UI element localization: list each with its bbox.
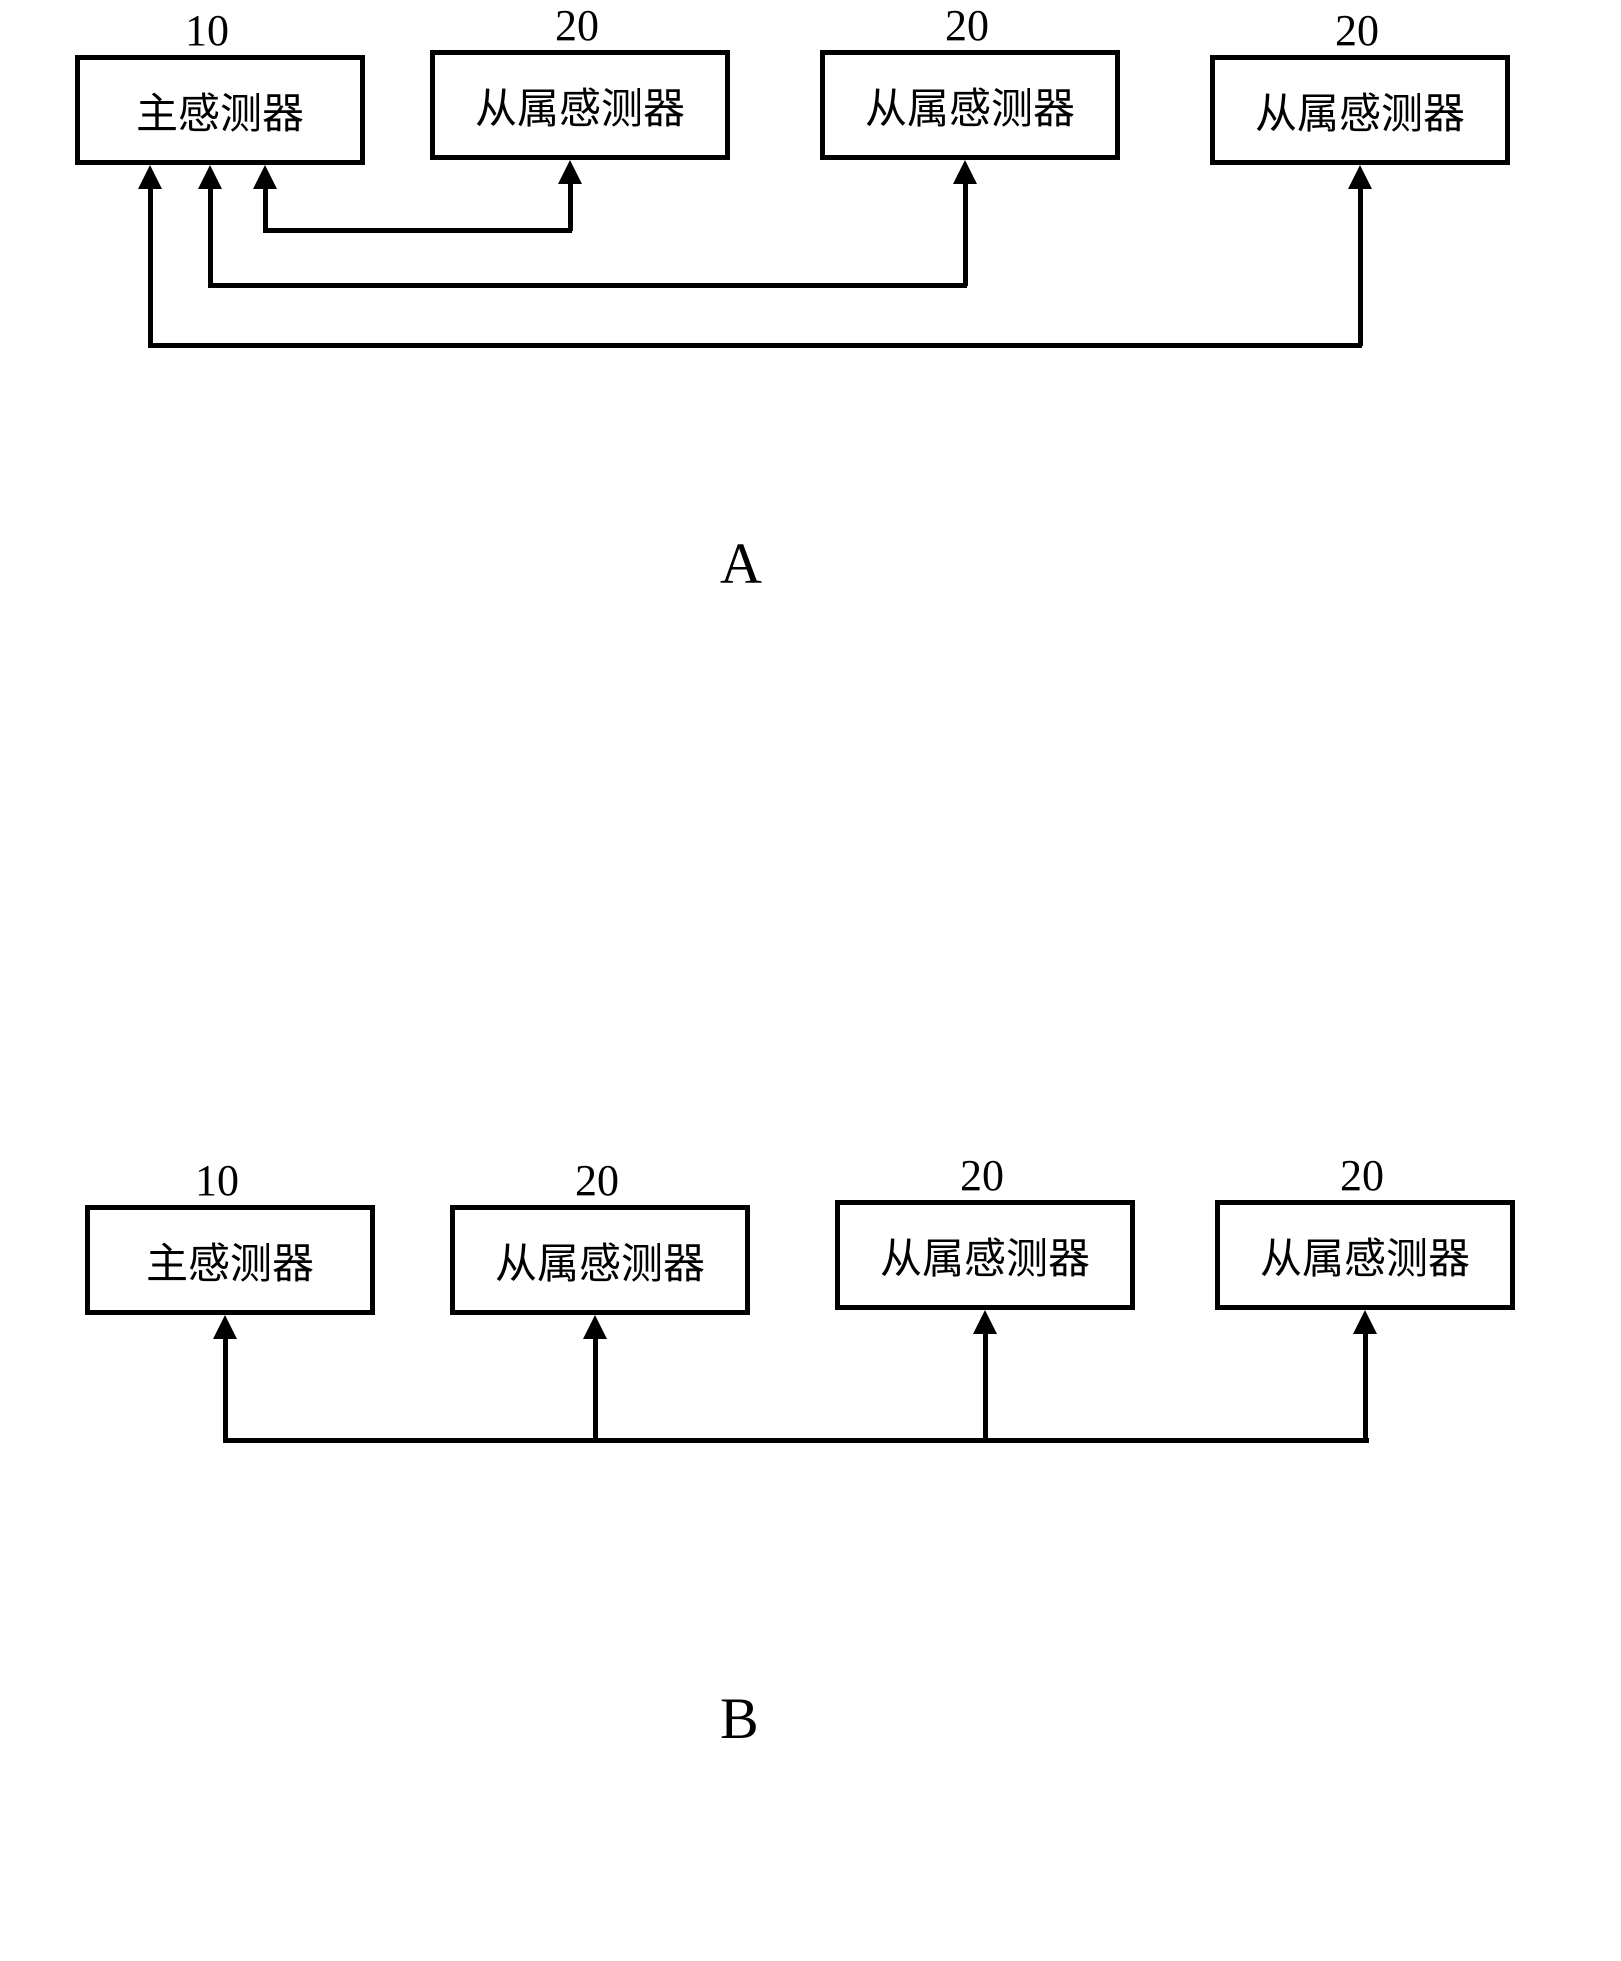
- connector-line: [1358, 188, 1363, 346]
- box-text: 主感测器: [146, 1230, 314, 1291]
- box-number: 10: [195, 1155, 239, 1206]
- box-number: 20: [945, 0, 989, 51]
- slave-sensor-box: 从属感测器: [820, 50, 1120, 160]
- arrow-head-icon: [953, 160, 977, 184]
- box-text: 从属感测器: [865, 75, 1075, 136]
- connector-line: [983, 1333, 988, 1441]
- box-text: 从属感测器: [495, 1230, 705, 1291]
- arrow-head-icon: [583, 1315, 607, 1339]
- arrow-head-icon: [138, 165, 162, 189]
- box-number: 20: [575, 1155, 619, 1206]
- arrow-head-icon: [558, 160, 582, 184]
- slave-sensor-box: 从属感测器: [1210, 55, 1510, 165]
- box-number: 10: [185, 5, 229, 56]
- box-text: 从属感测器: [1255, 80, 1465, 141]
- box-number: 20: [555, 0, 599, 51]
- arrow-head-icon: [973, 1310, 997, 1334]
- master-sensor-box: 主感测器: [75, 55, 365, 165]
- slave-sensor-box: 从属感测器: [450, 1205, 750, 1315]
- slave-sensor-box: 从属感测器: [835, 1200, 1135, 1310]
- connector-line: [148, 343, 1362, 348]
- arrow-head-icon: [198, 165, 222, 189]
- arrow-head-icon: [213, 1315, 237, 1339]
- arrow-head-icon: [1353, 1310, 1377, 1334]
- master-sensor-box: 主感测器: [85, 1205, 375, 1315]
- connector-line: [1363, 1333, 1368, 1441]
- connector-line: [593, 1338, 598, 1441]
- box-number: 20: [960, 1150, 1004, 1201]
- connector-line: [208, 188, 213, 285]
- box-number: 20: [1335, 5, 1379, 56]
- connector-line: [263, 188, 268, 230]
- box-text: 从属感测器: [1260, 1225, 1470, 1286]
- connector-line: [223, 1338, 228, 1441]
- arrow-head-icon: [1348, 165, 1372, 189]
- arrow-head-icon: [253, 165, 277, 189]
- box-text: 主感测器: [136, 80, 304, 141]
- diagram-label: A: [720, 530, 762, 597]
- slave-sensor-box: 从属感测器: [1215, 1200, 1515, 1310]
- connector-line: [568, 184, 573, 231]
- bus-line: [223, 1438, 1369, 1443]
- box-text: 从属感测器: [880, 1225, 1090, 1286]
- box-number: 20: [1340, 1150, 1384, 1201]
- connector-line: [963, 184, 968, 286]
- connector-line: [148, 188, 153, 345]
- diagram-label: B: [720, 1685, 759, 1752]
- box-text: 从属感测器: [475, 75, 685, 136]
- slave-sensor-box: 从属感测器: [430, 50, 730, 160]
- connector-line: [263, 228, 572, 233]
- connector-line: [208, 283, 967, 288]
